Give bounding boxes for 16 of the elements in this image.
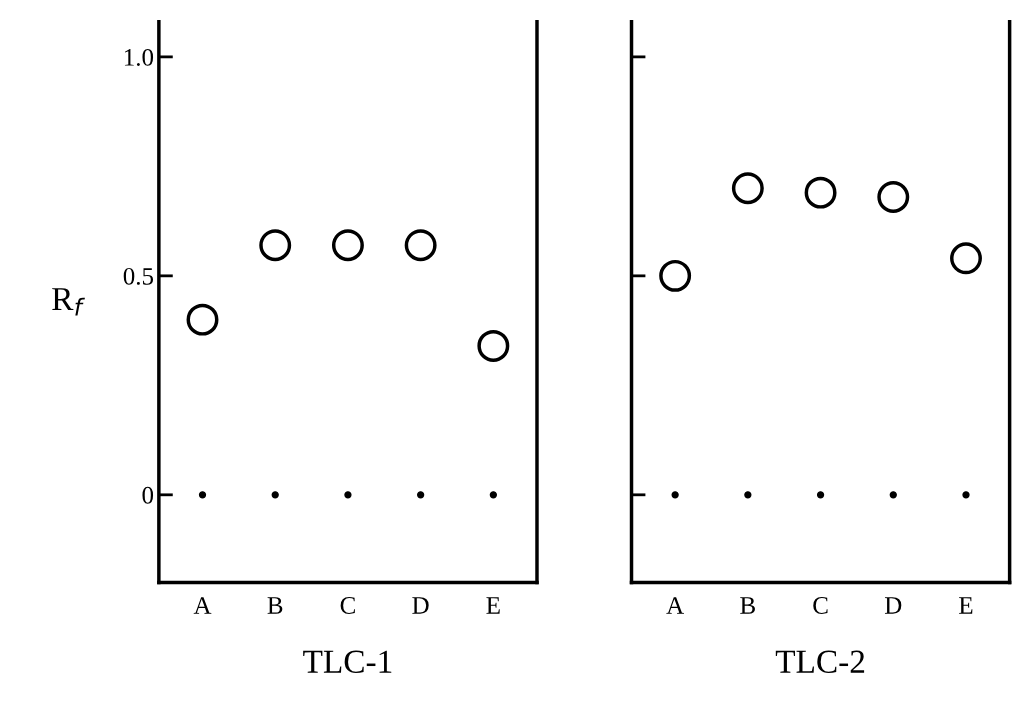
y-tick-label: 1.0 [124,48,154,66]
x-tick-label: C [340,597,355,614]
y-tick-label: 0.5 [123,267,154,285]
x-tick-label: A [666,597,684,614]
x-axis-title: TLC-1 [303,650,392,673]
x-axis-title: TLC-2 [775,650,865,673]
x-tick-label: D [412,597,429,614]
y-tick-label: 0 [142,486,154,504]
x-tick-label: A [193,597,212,614]
x-tick-label: E [959,597,973,614]
x-tick-label: D [884,597,902,614]
x-tick-label: C [813,597,828,614]
x-tick-label: B [267,597,283,614]
y-axis-title: R$_{f}$ [52,288,85,316]
x-tick-label: B [740,597,755,614]
x-tick-label: E [486,597,500,614]
